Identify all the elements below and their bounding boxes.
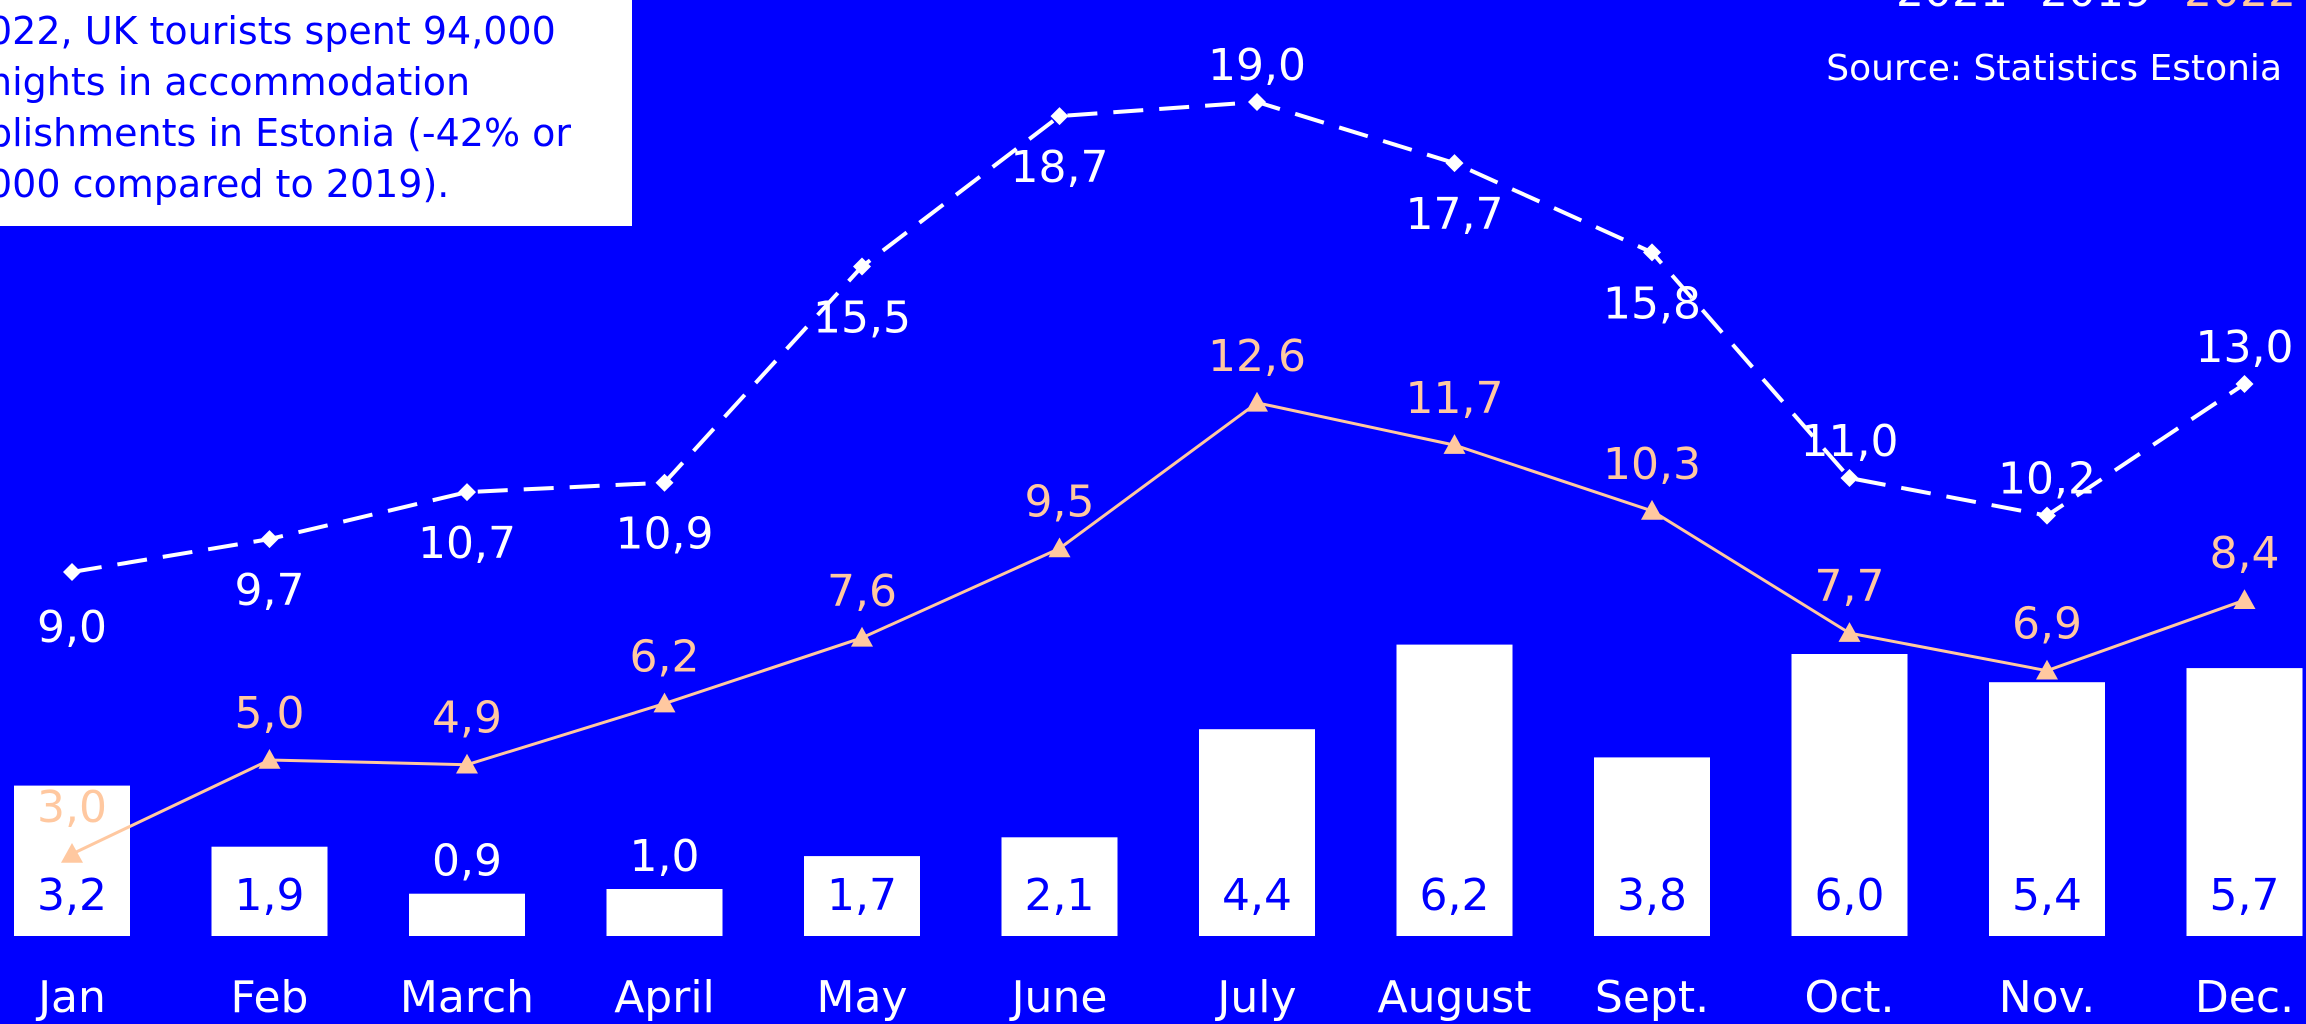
source-note: Source: Statistics Estonia xyxy=(1826,48,2282,89)
marker-2022-Sept. xyxy=(1641,499,1663,520)
bar-2021-March xyxy=(409,893,525,936)
marker-2022-April xyxy=(653,692,676,713)
x-tick-August: August xyxy=(1378,972,1532,1023)
marker-2022-Feb xyxy=(258,749,281,769)
x-tick-Sept.: Sept. xyxy=(1595,972,1709,1023)
marker-2022-May xyxy=(851,626,873,647)
label-2022-March: 4,9 xyxy=(432,693,502,744)
label-2019-June: 18,7 xyxy=(1011,142,1109,193)
bar-label-2021-March: 0,9 xyxy=(432,836,502,887)
label-2022-Oct.: 7,7 xyxy=(1815,561,1885,612)
marker-2022-June xyxy=(1048,537,1071,558)
label-2022-Nov.: 6,9 xyxy=(2012,599,2082,650)
bar-2021-Sept. xyxy=(1594,757,1710,936)
x-tick-March: March xyxy=(400,972,534,1023)
bar-2021-Oct. xyxy=(1791,654,1908,936)
bar-2021-July xyxy=(1199,729,1315,936)
marker-2022-July xyxy=(1246,391,1268,412)
bar-label-2021-Dec.: 5,7 xyxy=(2210,870,2280,921)
bar-label-2021-August: 6,2 xyxy=(1420,870,1490,921)
marker-2019-March xyxy=(458,483,476,502)
marker-2019-Nov. xyxy=(2038,506,2056,525)
marker-2022-Oct. xyxy=(1838,622,1861,642)
x-tick-Nov.: Nov. xyxy=(1999,972,2095,1023)
label-2019-Nov.: 10,2 xyxy=(1998,454,2096,505)
bar-2021-June xyxy=(1001,837,1118,936)
marker-2019-Dec. xyxy=(2235,375,2254,393)
x-tick-June: June xyxy=(1009,972,1108,1023)
label-2019-Feb: 9,7 xyxy=(235,565,305,616)
bar-label-2021-July: 4,4 xyxy=(1222,870,1292,921)
marker-2022-August xyxy=(1443,434,1466,454)
marker-2019-Oct. xyxy=(1840,469,1859,487)
label-2022-July: 12,6 xyxy=(1208,331,1306,382)
x-tick-Feb: Feb xyxy=(231,972,309,1023)
marker-2019-Sept. xyxy=(1643,243,1661,262)
marker-2019-June xyxy=(1050,107,1069,126)
label-2019-Jan: 9,0 xyxy=(37,602,107,653)
bar-label-2021-Sept.: 3,8 xyxy=(1617,870,1687,921)
label-2022-Dec.: 8,4 xyxy=(2210,528,2280,579)
label-2019-Dec.: 13,0 xyxy=(2196,322,2294,373)
label-2022-June: 9,5 xyxy=(1025,477,1095,528)
bar-2021-Nov. xyxy=(1989,682,2105,936)
bar-label-2021-April: 1,0 xyxy=(630,831,700,882)
label-2022-Jan: 3,0 xyxy=(37,782,107,833)
label-2019-May: 15,5 xyxy=(813,293,911,344)
label-2022-May: 7,6 xyxy=(827,566,897,617)
line-2022 xyxy=(71,401,2246,856)
label-2019-August: 17,7 xyxy=(1406,189,1504,240)
bar-2021-May xyxy=(804,856,920,936)
label-2019-July: 19,0 xyxy=(1208,40,1306,91)
label-2022-Feb: 5,0 xyxy=(235,688,305,739)
x-tick-Jan: Jan xyxy=(35,972,106,1023)
label-2019-April: 10,9 xyxy=(616,509,714,560)
x-tick-April: April xyxy=(614,972,715,1023)
annotation-box: 022, UK tourists spent 94,000 nights in … xyxy=(0,0,632,226)
label-2019-Sept.: 15,8 xyxy=(1603,278,1701,329)
label-2022-April: 6,2 xyxy=(630,632,700,683)
line-2019 xyxy=(71,99,2246,574)
x-tick-July: July xyxy=(1214,972,1296,1023)
marker-2022-Dec. xyxy=(2233,589,2256,609)
label-2022-Sept.: 10,3 xyxy=(1603,439,1701,490)
marker-2019-Feb xyxy=(260,530,279,549)
bar-label-2021-May: 1,7 xyxy=(827,870,897,921)
legend-2021: 2021 xyxy=(1896,0,2008,17)
bar-2021-April xyxy=(606,889,723,936)
marker-2019-May xyxy=(853,257,871,276)
bar-label-2021-June: 2,1 xyxy=(1025,870,1095,921)
bar-2021-August xyxy=(1396,644,1513,936)
bar-2021-Feb xyxy=(211,846,328,936)
bar-2021-Dec. xyxy=(2186,668,2303,936)
label-2022-August: 11,7 xyxy=(1406,373,1504,424)
bar-label-2021-Oct.: 6,0 xyxy=(1815,870,1885,921)
label-2019-Oct.: 11,0 xyxy=(1801,416,1899,467)
x-tick-May: May xyxy=(817,972,908,1023)
marker-2019-July xyxy=(1248,93,1266,111)
bar-label-2021-Jan: 3,2 xyxy=(37,870,107,921)
bar-label-2021-Nov.: 5,4 xyxy=(2012,870,2082,921)
x-tick-Oct.: Oct. xyxy=(1804,972,1894,1023)
marker-2019-Jan xyxy=(63,563,81,581)
marker-2022-Jan xyxy=(61,843,83,863)
marker-2022-Nov. xyxy=(2036,659,2058,680)
marker-2019-August xyxy=(1445,154,1464,173)
legend-2019: 2019 xyxy=(2040,0,2152,17)
marker-2022-March xyxy=(456,753,478,774)
label-2019-March: 10,7 xyxy=(418,518,516,569)
annotation-text: 022, UK tourists spent 94,000 nights in … xyxy=(0,9,572,206)
marker-2019-April xyxy=(655,473,674,492)
legend: 2021 2019 2022 xyxy=(1878,0,2296,17)
x-tick-Dec.: Dec. xyxy=(2195,972,2294,1023)
bar-label-2021-Feb: 1,9 xyxy=(235,870,305,921)
legend-2022: 2022 xyxy=(2184,0,2296,17)
